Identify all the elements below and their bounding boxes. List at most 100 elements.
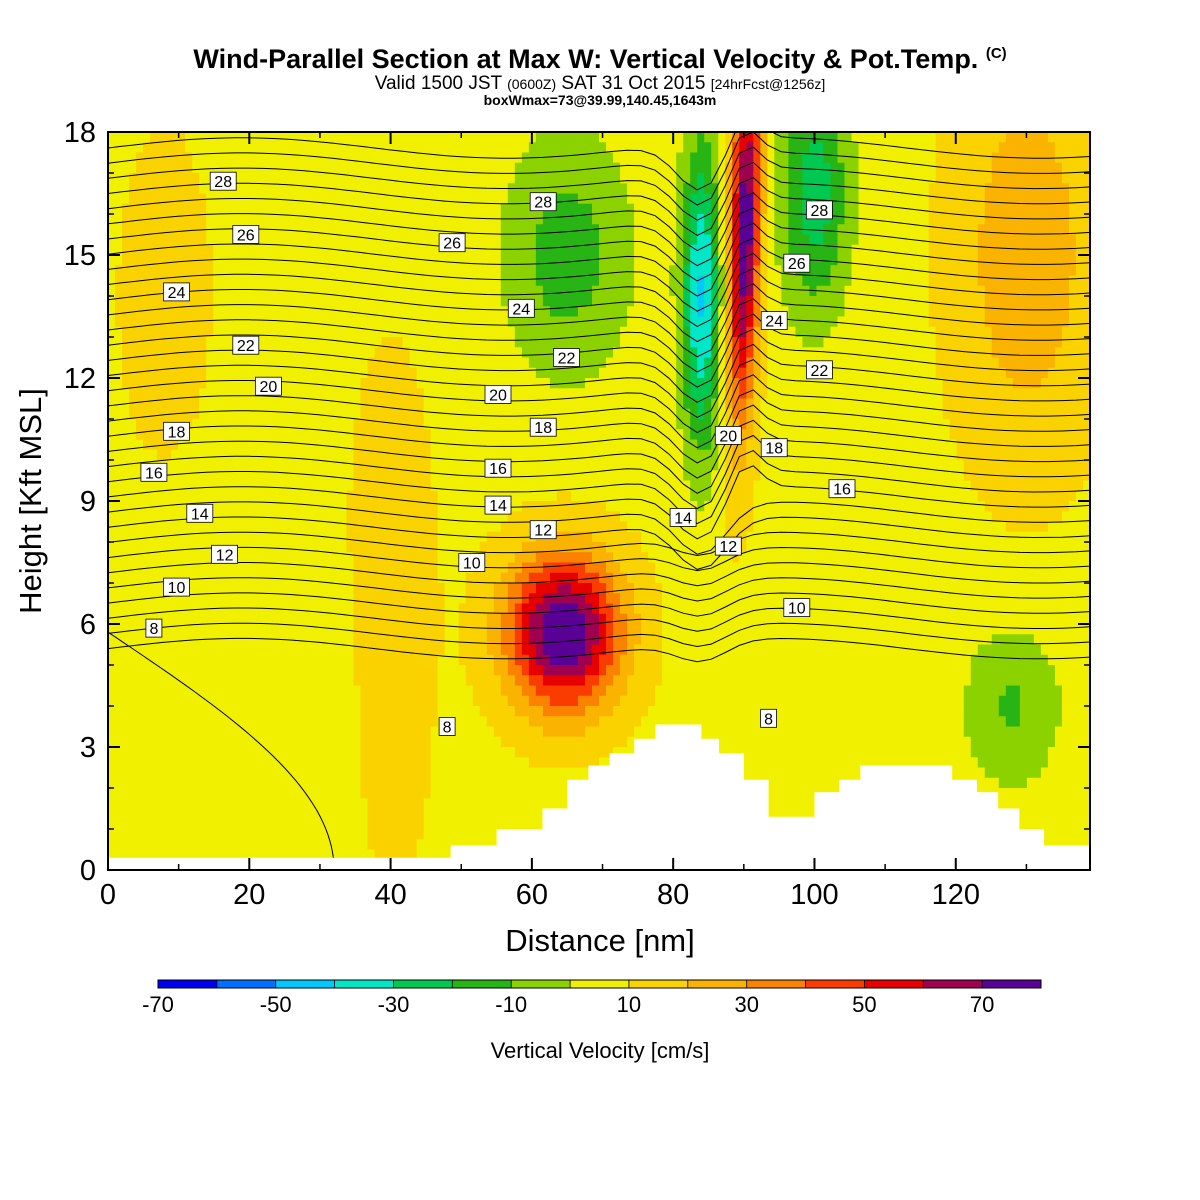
- velocity-cell: [521, 132, 530, 143]
- velocity-cell: [500, 654, 509, 666]
- velocity-cell: [129, 203, 137, 215]
- velocity-cell: [143, 480, 151, 492]
- velocity-cell: [479, 398, 488, 410]
- velocity-cell: [353, 695, 362, 707]
- velocity-cell: [262, 460, 270, 471]
- velocity-cell: [255, 398, 263, 410]
- velocity-cell: [136, 818, 144, 830]
- velocity-cell: [416, 490, 425, 502]
- velocity-cell: [577, 716, 586, 728]
- velocity-cell: [500, 552, 509, 564]
- velocity-cell: [178, 562, 186, 574]
- velocity-cell: [150, 706, 158, 717]
- velocity-cell: [206, 285, 214, 297]
- velocity-cell: [437, 193, 446, 205]
- velocity-cell: [507, 736, 516, 748]
- valid-time-line: Valid 1500 JST (0600Z) SAT 31 Oct 2015 […: [374, 73, 826, 94]
- velocity-cell: [528, 808, 537, 820]
- velocity-cell: [563, 634, 572, 646]
- velocity-cell: [521, 326, 530, 338]
- velocity-cell: [199, 665, 207, 676]
- velocity-cell: [584, 665, 593, 676]
- velocity-cell: [220, 378, 228, 389]
- velocity-cell: [451, 716, 460, 728]
- velocity-cell: [234, 706, 242, 717]
- velocity-cell: [276, 234, 284, 246]
- velocity-cell: [423, 480, 432, 492]
- velocity-cell: [556, 460, 565, 471]
- velocity-cell: [171, 306, 179, 318]
- velocity-cell: [528, 224, 537, 236]
- velocity-cell: [486, 747, 495, 758]
- velocity-cell: [556, 644, 565, 656]
- velocity-cell: [381, 757, 390, 769]
- velocity-cell: [269, 398, 277, 410]
- velocity-cell: [248, 501, 256, 512]
- velocity-cell: [234, 562, 242, 574]
- velocity-cell: [549, 603, 558, 615]
- velocity-cell: [570, 695, 579, 707]
- velocity-cell: [493, 193, 502, 205]
- velocity-cell: [507, 788, 516, 799]
- velocity-cell: [521, 593, 530, 605]
- velocity-cell: [339, 429, 348, 441]
- velocity-cell: [549, 798, 558, 810]
- velocity-cell: [528, 367, 537, 379]
- velocity-cell: [262, 562, 270, 574]
- velocity-cell: [164, 603, 172, 615]
- velocity-cell: [430, 767, 439, 779]
- velocity-cell: [556, 706, 565, 717]
- velocity-cell: [199, 644, 207, 656]
- velocity-cell: [514, 685, 523, 697]
- velocity-cell: [381, 439, 390, 451]
- velocity-cell: [213, 685, 221, 697]
- velocity-cell: [136, 480, 144, 492]
- velocity-cell: [493, 767, 502, 779]
- velocity-cell: [115, 706, 123, 717]
- velocity-cell: [584, 726, 593, 738]
- velocity-cell: [388, 685, 397, 697]
- velocity-cell: [549, 244, 558, 256]
- velocity-cell: [192, 275, 200, 287]
- velocity-cell: [220, 265, 228, 277]
- velocity-cell: [451, 562, 460, 574]
- velocity-cell: [248, 244, 256, 256]
- velocity-cell: [430, 552, 439, 564]
- velocity-cell: [444, 829, 453, 840]
- velocity-cell: [479, 378, 488, 389]
- velocity-cell: [143, 747, 151, 758]
- velocity-cell: [227, 521, 235, 533]
- velocity-cell: [290, 234, 298, 246]
- velocity-cell: [542, 490, 551, 502]
- velocity-cell: [150, 603, 158, 615]
- velocity-cell: [409, 521, 418, 533]
- velocity-cell: [199, 777, 207, 789]
- velocity-cell: [402, 521, 411, 533]
- velocity-cell: [227, 593, 235, 605]
- velocity-cell: [542, 214, 551, 225]
- velocity-cell: [521, 490, 530, 502]
- velocity-cell: [577, 439, 586, 451]
- velocity-cell: [241, 490, 249, 502]
- velocity-cell: [192, 593, 200, 605]
- velocity-cell: [311, 244, 320, 256]
- velocity-cell: [227, 849, 235, 861]
- velocity-cell: [500, 132, 509, 143]
- velocity-cell: [178, 542, 186, 553]
- velocity-cell: [332, 306, 341, 318]
- velocity-cell: [164, 542, 172, 553]
- velocity-cell: [241, 736, 249, 748]
- velocity-cell: [115, 326, 123, 338]
- velocity-cell: [549, 613, 558, 625]
- velocity-cell: [220, 818, 228, 830]
- velocity-cell: [528, 818, 537, 830]
- velocity-cell: [318, 654, 327, 666]
- velocity-cell: [304, 798, 313, 810]
- velocity-cell: [269, 285, 277, 297]
- velocity-cell: [570, 244, 579, 256]
- velocity-cell: [339, 173, 348, 184]
- velocity-cell: [374, 747, 383, 758]
- velocity-cell: [199, 654, 207, 666]
- velocity-cell: [353, 849, 362, 861]
- velocity-cell: [528, 449, 537, 461]
